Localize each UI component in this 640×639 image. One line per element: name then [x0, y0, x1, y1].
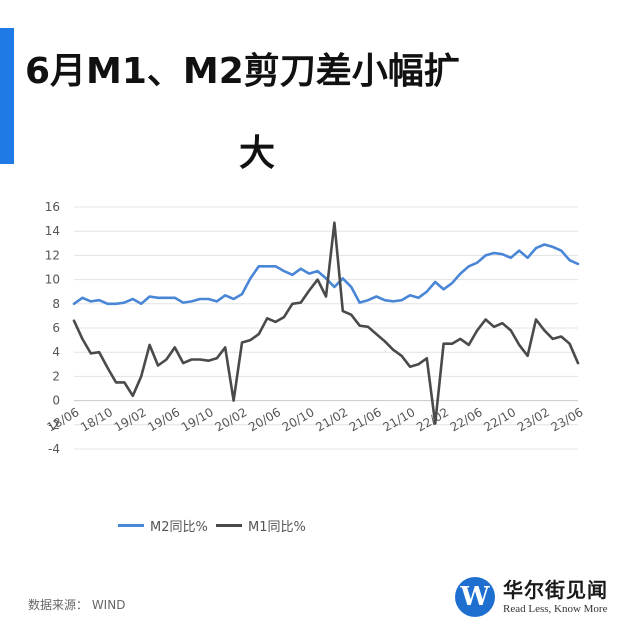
y-tick-label: 2: [52, 369, 60, 383]
data-source-note: 数据来源： WIND: [28, 598, 126, 612]
y-tick-label: -4: [48, 442, 60, 456]
x-tick-label: 19/10: [179, 405, 216, 434]
logo-glyph: W: [460, 582, 490, 612]
logo-slogan: Read Less, Know More: [503, 603, 608, 615]
x-tick-label: 21/06: [347, 405, 384, 434]
x-tick-label: 22/10: [481, 405, 518, 434]
logo-name-cn: 华尔街见闻: [503, 578, 608, 602]
page-title: 6月M1、M2剪刀差小幅扩 大: [25, 51, 525, 172]
title-accent-bar: [0, 28, 14, 164]
x-tick-label: 18/10: [78, 405, 115, 434]
x-tick-label: 20/02: [213, 405, 250, 434]
x-tick-label: 23/02: [515, 405, 552, 434]
x-tick-label: 21/02: [313, 405, 350, 434]
brand-logo: W 华尔街见闻 Read Less, Know More: [455, 572, 630, 622]
legend-item-m2: M2同比%: [118, 516, 208, 535]
y-axis-ticks: -4 -2 0 2 4 6 8 10 12 14 16: [45, 200, 60, 456]
x-axis-ticks: 18/0618/1019/0219/0619/1020/0220/0620/10…: [45, 405, 586, 434]
y-tick-label: 16: [45, 200, 60, 214]
legend-swatch-m2: [118, 524, 144, 527]
legend-item-m1: M1同比%: [216, 516, 306, 535]
y-tick-label: 6: [52, 321, 60, 335]
y-tick-label: 4: [52, 345, 60, 359]
x-tick-label: 19/06: [145, 405, 182, 434]
gridlines: [74, 206, 578, 450]
series-lines: [72, 221, 580, 425]
legend-swatch-m1: [216, 524, 242, 527]
y-tick-label: 12: [45, 248, 60, 262]
legend-label-m2: M2同比%: [150, 520, 208, 535]
x-tick-label: 19/02: [112, 405, 149, 434]
y-tick-label: 10: [45, 273, 60, 287]
y-tick-label: -2: [48, 418, 60, 432]
legend-label-m1: M1同比%: [248, 520, 306, 535]
series-line-m1: [72, 221, 580, 425]
y-tick-label: 0: [52, 394, 60, 408]
logo-text: 华尔街见闻 Read Less, Know More: [503, 579, 608, 615]
series-line-m2: [72, 243, 580, 306]
x-tick-label: 18/06: [45, 405, 82, 434]
logo-w-icon: W: [455, 577, 495, 617]
x-tick-label: 20/10: [280, 405, 317, 434]
x-tick-label: 22/06: [448, 405, 485, 434]
y-tick-label: 14: [45, 224, 60, 238]
title-line-2: 大: [239, 133, 276, 174]
line-chart: -4 -2 0 2 4 6 8 10 12 14 16 18/0618/1019/0219/0619…: [45, 200, 586, 456]
title-line-1: 6月M1、M2剪刀差小幅扩: [25, 51, 460, 92]
x-tick-label: 21/10: [381, 405, 418, 434]
y-tick-label: 8: [52, 297, 60, 311]
x-tick-label: 23/06: [549, 405, 586, 434]
x-tick-label: 20/06: [246, 405, 283, 434]
